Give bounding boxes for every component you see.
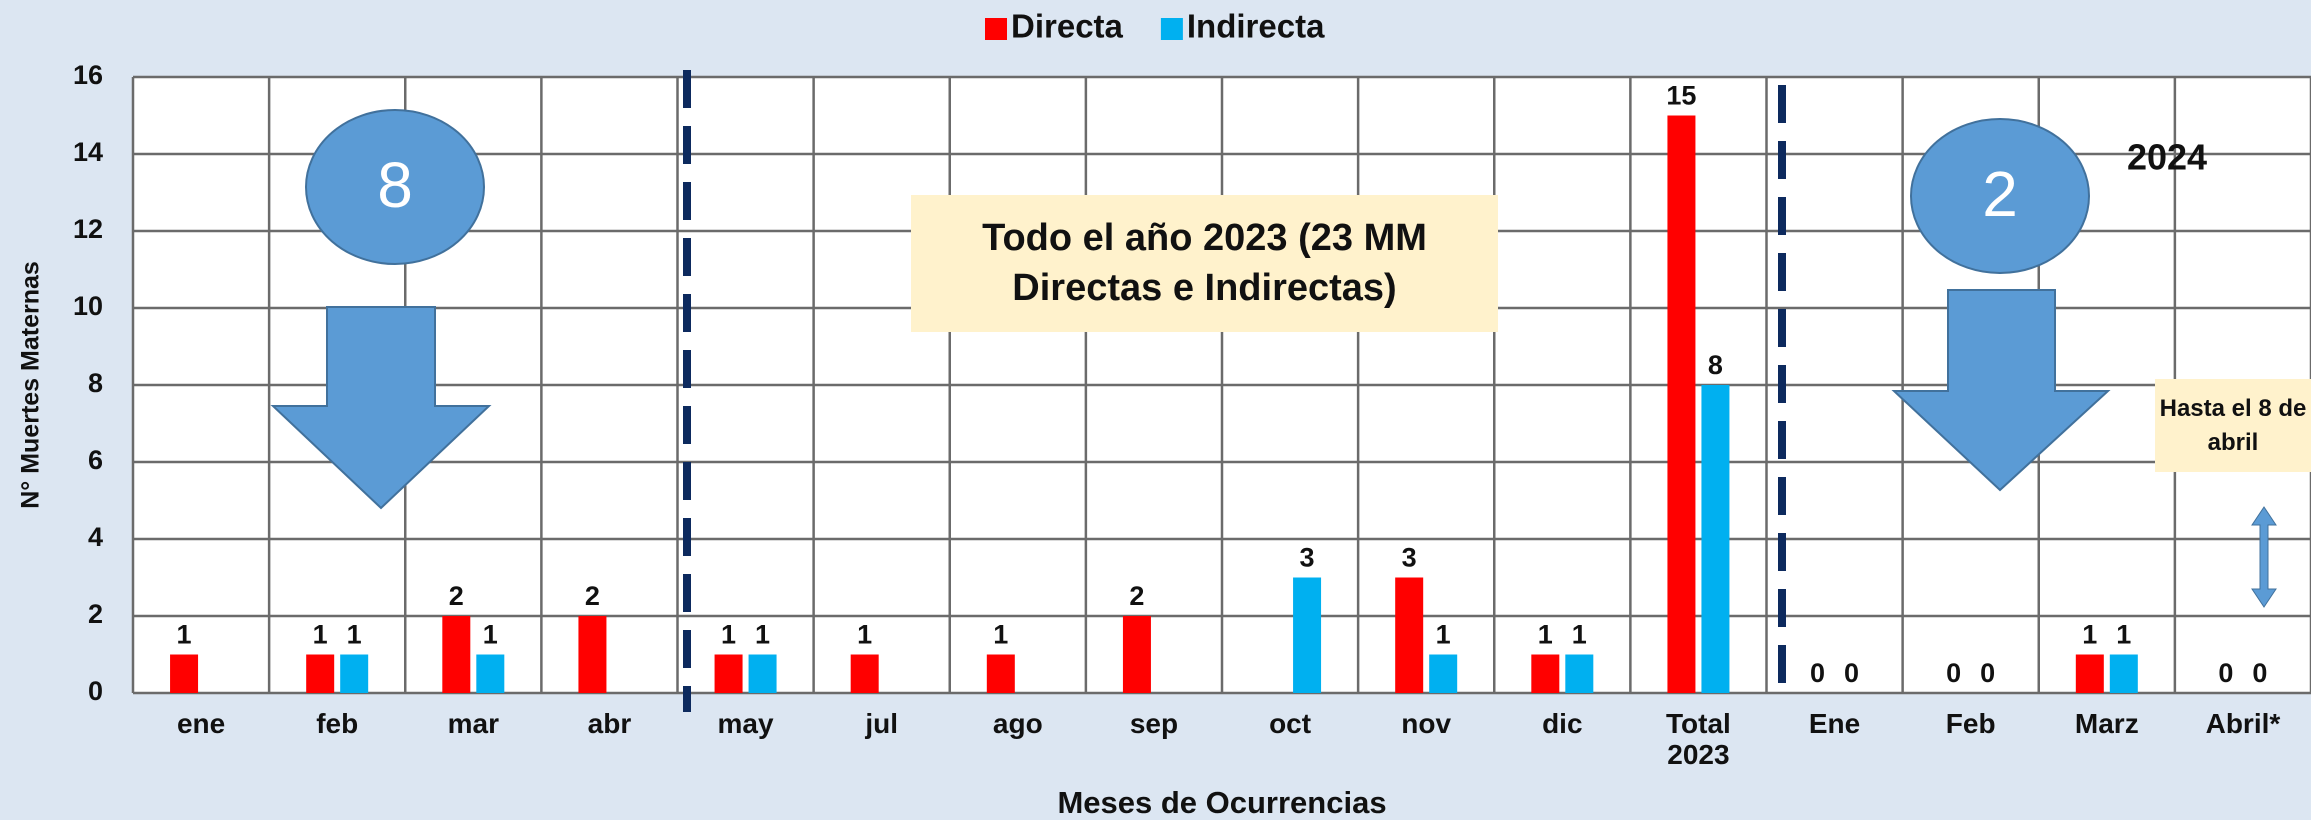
legend-label: Indirecta (1187, 8, 1325, 45)
x-tick-label: Ene (1808, 708, 1861, 739)
value-label: 1 (1538, 620, 1553, 650)
bar (986, 654, 1015, 693)
bar (442, 616, 471, 693)
y-tick-label: 4 (88, 522, 103, 552)
x-tick-label: jul (865, 708, 899, 739)
x-tick-label: Feb (1945, 708, 1996, 739)
bar (306, 654, 335, 693)
bar (850, 654, 879, 693)
value-label: 0 (1980, 658, 1995, 688)
y-tick-label: 8 (88, 368, 103, 398)
bar (476, 654, 505, 693)
bar (1701, 385, 1730, 693)
bar (714, 654, 743, 693)
x-tick-label: may (717, 708, 774, 739)
value-label: 1 (1572, 620, 1587, 650)
bar (748, 654, 777, 693)
y-axis-title: N° Muertes Maternas (17, 261, 45, 509)
bar (1293, 577, 1322, 693)
annotation-box: Todo el año 2023 (23 MM Directas e Indir… (911, 195, 1498, 332)
value-label: 8 (1708, 350, 1723, 380)
value-label: 1 (347, 620, 362, 650)
x-tick-label: mar (447, 708, 499, 739)
bar (170, 654, 199, 693)
value-label: 0 (1844, 658, 1859, 688)
value-label: 3 (1300, 543, 1315, 573)
bar (1122, 616, 1151, 693)
legend-swatch (1160, 18, 1183, 40)
value-label: 2 (585, 581, 600, 611)
bar (578, 616, 607, 693)
value-label: 1 (755, 620, 770, 650)
x-tick-label: dic (1542, 708, 1583, 739)
bar (340, 654, 369, 693)
x-axis-title: Meses de Ocurrencias (1057, 785, 1386, 820)
circle-text: 2 (1982, 158, 2018, 230)
x-tick-label: ene (176, 708, 226, 739)
value-label: 1 (1436, 620, 1451, 650)
x-tick-label: feb (316, 708, 359, 739)
bar (1667, 115, 1696, 693)
value-label: 1 (2116, 620, 2131, 650)
value-label: 2 (449, 581, 464, 611)
value-label: 1 (177, 620, 192, 650)
legend-swatch (985, 18, 1007, 40)
value-label: 1 (313, 620, 328, 650)
y-tick-label: 12 (73, 214, 103, 244)
value-label: 15 (1666, 81, 1696, 111)
value-label: 0 (1810, 658, 1825, 688)
value-label: 3 (1402, 543, 1417, 573)
x-tick-label: Total 2023 (1666, 708, 1731, 770)
value-label: 1 (721, 620, 736, 650)
y-tick-label: 16 (73, 60, 103, 90)
year-label: 2024 (2127, 137, 2207, 178)
value-label: 1 (857, 620, 872, 650)
value-label: 2 (1129, 581, 1144, 611)
value-label: 1 (993, 620, 1008, 650)
annotation-box: Hasta el 8 de abril (2155, 379, 2311, 472)
bar (2109, 654, 2138, 693)
arrow (1891, 289, 2111, 492)
value-label: 0 (2218, 658, 2233, 688)
y-tick-label: 0 (88, 676, 103, 706)
x-tick-label: oct (1269, 708, 1312, 739)
double-arrow (2251, 506, 2277, 608)
y-tick-label: 10 (73, 291, 103, 321)
circle (1910, 118, 2090, 274)
x-tick-label: abr (587, 708, 632, 739)
circle-text: 8 (377, 149, 413, 221)
value-label: 0 (2252, 658, 2267, 688)
bar (1395, 577, 1424, 693)
circle (305, 109, 485, 265)
y-tick-label: 14 (73, 137, 103, 167)
x-tick-label: Abril* (2205, 708, 2281, 739)
y-tick-label: 6 (88, 445, 103, 475)
bar (1565, 654, 1594, 693)
value-label: 1 (2082, 620, 2097, 650)
value-label: 0 (1946, 658, 1961, 688)
bar (2075, 654, 2104, 693)
value-label: 1 (483, 620, 498, 650)
x-tick-label: nov (1401, 708, 1452, 739)
x-tick-label: ago (992, 708, 1043, 739)
bar (1429, 654, 1458, 693)
x-tick-label: sep (1129, 708, 1179, 739)
arrow (270, 306, 492, 510)
legend-label: Directa (1011, 8, 1124, 45)
bar (1531, 654, 1560, 693)
y-tick-label: 2 (88, 599, 103, 629)
x-tick-label: Marz (2074, 708, 2139, 739)
